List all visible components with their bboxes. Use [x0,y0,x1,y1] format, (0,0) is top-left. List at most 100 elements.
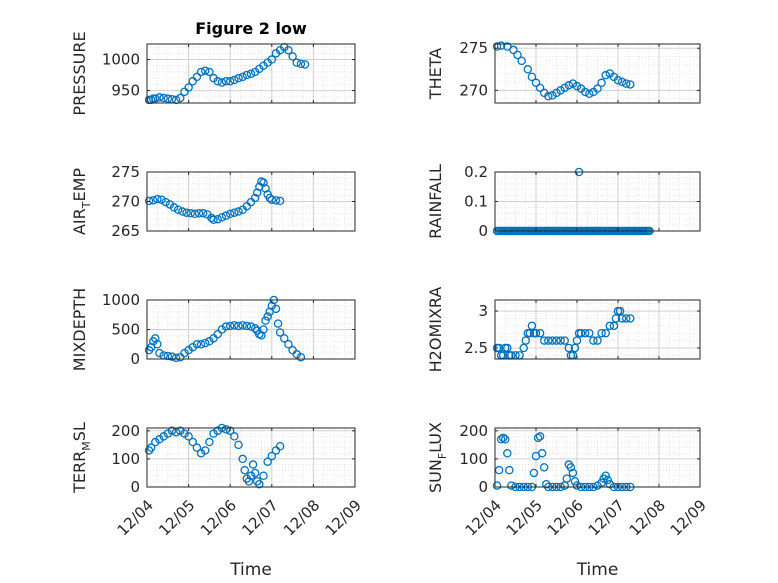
data-point [213,329,222,339]
data-point [188,437,198,447]
data-point [507,481,516,490]
data-point [500,434,510,444]
subplot-pressure: 950 1000 PRESSURE Figure 2 low [70,19,356,116]
x-tick-label: 12/06 [544,496,587,539]
data-point [192,339,202,349]
data-point [523,65,533,74]
data-point [593,336,602,345]
data-point [184,83,193,92]
data-point [597,78,606,88]
data-point [271,196,281,205]
data-point [626,314,635,323]
data-point [144,196,154,206]
axes-box [146,427,356,488]
data-point [564,343,574,353]
data-point [611,314,621,323]
data-point [519,343,528,353]
data-point [248,460,258,469]
data-point [267,195,277,204]
data-point [234,73,243,83]
y-axis-label: SUNFLUX [426,422,449,493]
data-point [257,331,266,340]
data-point [155,348,164,358]
data-point [589,336,598,345]
y-tick-label: 500 [111,321,140,339]
y-tick-label: 265 [111,222,140,240]
data-point [205,67,214,77]
data-point [190,209,200,219]
y-axis-label: TERRMSL [70,422,93,494]
data-point [527,321,537,331]
axes-background [495,428,700,487]
subplot-rainfall: 0 0.1 0.2 RAINFALL [426,163,701,240]
data-point [621,314,631,323]
data-point [576,328,586,338]
data-point [570,477,580,486]
y-tick-label: 100 [111,450,140,468]
data-point [163,351,173,361]
axes-background [147,44,355,103]
data-point [503,449,512,458]
data-point [593,84,602,93]
data-point [157,195,166,204]
data-point [221,211,231,220]
data-point [213,214,222,224]
data-point [225,321,235,331]
x-tick-label: 12/04 [114,496,157,539]
y-tick-label: 275 [111,163,140,181]
data-point [207,213,216,223]
data-point [178,207,187,216]
data-point [217,78,227,87]
y-tick-label: 1000 [102,51,140,69]
x-axis-label: Time [229,560,272,580]
axes-box [146,43,356,104]
data-point [259,178,268,187]
data-point [225,77,235,86]
data-point [194,209,204,218]
y-axis-label: THETA [426,48,445,100]
x-tick-label: 12/07 [238,496,281,539]
data-point [300,60,310,69]
data-point [246,69,256,79]
data-point [271,304,281,314]
data-point [250,468,260,478]
data-point [617,77,627,87]
data-point [503,343,512,353]
y-tick-label: 200 [111,422,140,440]
data-point [263,457,272,466]
data-point [267,451,277,461]
data-point [505,465,514,475]
data-point [250,193,260,203]
data-point [217,213,227,222]
y-tick-label: 0.2 [464,163,488,181]
data-point [238,321,247,330]
data-point [238,72,247,82]
data-point [296,59,306,69]
data-point [535,432,545,441]
y-axis-label: RAINFALL [426,164,445,239]
y-tick-label: 100 [459,450,488,468]
y-tick-label: 950 [111,82,140,100]
chart-title: Figure 2 low [195,19,307,38]
data-point [566,463,576,472]
data-point [275,196,285,206]
data-point [531,328,541,338]
data-point [531,78,541,88]
data-point [509,45,518,55]
data-point [250,324,260,333]
data-point [603,475,613,485]
data-point [200,338,210,348]
x-tick-label: 12/09 [322,496,365,539]
data-point [601,70,610,80]
subplot-theta: 270 275 THETA [426,39,701,104]
data-point [513,50,522,60]
x-tick-label: 12/05 [503,496,546,539]
data-point [533,433,543,443]
data-point [171,353,181,363]
data-point [284,339,293,349]
y-tick-label: 2.5 [464,339,488,357]
x-tick-label: 12/09 [667,496,710,539]
data-point [496,41,506,50]
y-tick-label: 0 [478,222,488,240]
data-point [255,479,264,489]
